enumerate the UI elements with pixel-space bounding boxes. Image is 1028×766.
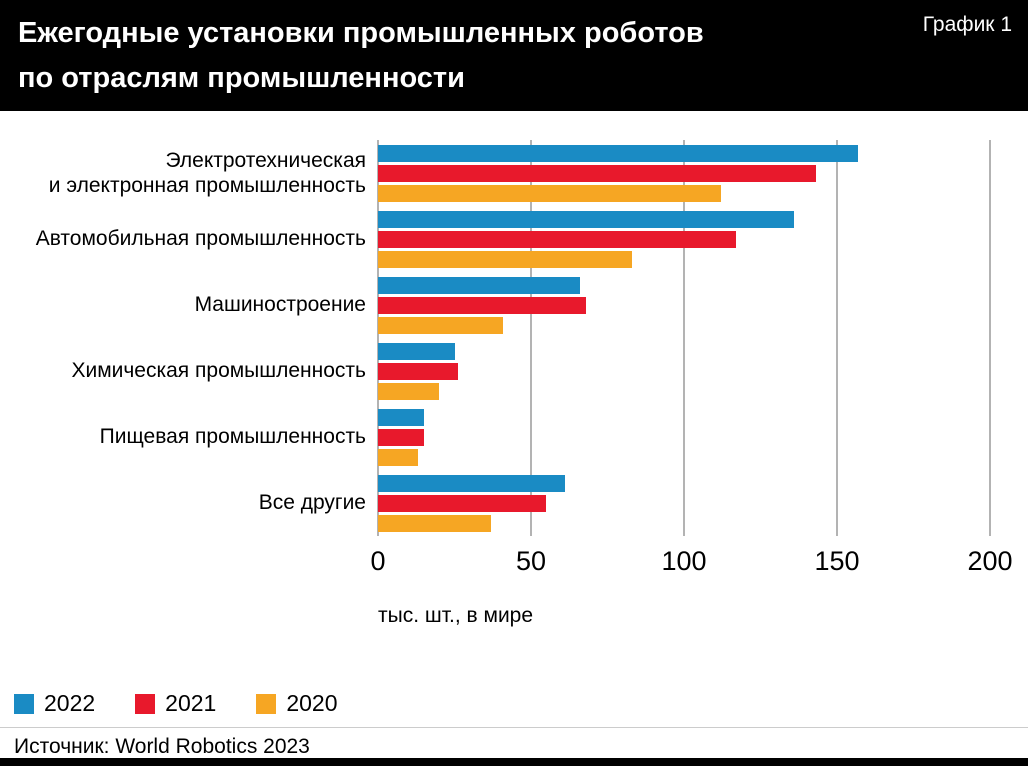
x-tick-label: 150 <box>814 546 860 576</box>
bar-2021 <box>378 164 816 182</box>
category-label: Машиностроение <box>194 293 366 317</box>
gridline-0 <box>377 140 379 536</box>
category-label: Автомобильная промышленность <box>35 227 366 251</box>
bar-2020 <box>378 514 492 532</box>
bar-2021 <box>378 428 424 446</box>
bar-2020 <box>378 382 440 400</box>
x-axis-label: тыс. шт., в мире <box>378 604 534 627</box>
chart-row: Пищевая промышленность <box>0 404 1028 470</box>
legend-item-2022: 2022 <box>14 690 95 717</box>
bar-2021 <box>378 296 587 314</box>
legend-label: 2022 <box>44 690 96 716</box>
chart-row: Все другие <box>0 470 1028 536</box>
legend-swatch-2020 <box>256 693 277 714</box>
x-tick-label: 200 <box>967 546 1013 576</box>
gridline-200 <box>989 140 991 536</box>
chart-plot: Электротехническая и электронная промышл… <box>0 140 1028 628</box>
category-label: Пищевая промышленность <box>99 425 366 449</box>
chart-title-line1: Ежегодные установки промышленных роботов <box>18 17 704 49</box>
chart-row: Электротехническая и электронная промышл… <box>0 140 1028 206</box>
bar-2022 <box>378 408 424 426</box>
bar-group <box>378 342 990 400</box>
chart-row: Машиностроение <box>0 272 1028 338</box>
x-tick-label: 50 <box>515 546 547 576</box>
gridline-100 <box>683 140 685 536</box>
legend-label: 2021 <box>165 690 217 716</box>
bar-group <box>378 408 990 466</box>
bar-2020 <box>378 250 632 268</box>
chart-row: Химическая промышленность <box>0 338 1028 404</box>
chart-number-label: График 1 <box>922 13 1012 36</box>
footer-divider <box>0 727 1028 728</box>
bar-2022 <box>378 144 859 162</box>
category-label: Все другие <box>258 491 366 515</box>
bar-2021 <box>378 230 737 248</box>
grid-layer <box>377 140 991 536</box>
bar-group <box>378 474 990 532</box>
header: Ежегодные установки промышленных роботов… <box>0 0 1028 111</box>
bottom-strip <box>0 758 1028 766</box>
bar-2022 <box>378 210 795 228</box>
category-label: Электротехническая и электронная промышл… <box>48 148 366 197</box>
x-tick-label: 100 <box>661 546 707 576</box>
bar-2020 <box>378 448 418 466</box>
legend-swatch-2021 <box>135 693 156 714</box>
bar-2022 <box>378 474 565 492</box>
source-label: Источник: World Robotics 2023 <box>14 735 310 758</box>
chart-row: Автомобильная промышленность <box>0 206 1028 272</box>
chart-title-line2: по отраслям промышленности <box>18 62 465 94</box>
category-label: Химическая промышленность <box>71 359 366 383</box>
legend-item-2020: 2020 <box>256 690 338 717</box>
bar-rows: Электротехническая и электронная промышл… <box>0 140 1028 536</box>
legend-label: 2020 <box>286 690 338 716</box>
bar-group <box>378 144 990 202</box>
bar-2022 <box>378 342 455 360</box>
bar-2020 <box>378 184 721 202</box>
x-tick-label: 0 <box>370 546 386 576</box>
legend: 2022 2021 2020 <box>14 690 338 717</box>
legend-item-2021: 2021 <box>135 690 216 717</box>
gridline-150 <box>836 140 838 536</box>
legend-swatch-2022 <box>14 693 34 714</box>
chart-title: Ежегодные установки промышленных роботов… <box>18 11 704 101</box>
gridline-50 <box>530 140 532 536</box>
bar-2020 <box>378 316 504 334</box>
bar-group <box>378 210 990 268</box>
bar-2021 <box>378 362 458 380</box>
bar-2022 <box>378 276 580 294</box>
x-axis-ticks: 0 50 100 150 200 <box>370 536 1012 582</box>
bar-2021 <box>378 494 547 512</box>
bar-group <box>378 276 990 334</box>
